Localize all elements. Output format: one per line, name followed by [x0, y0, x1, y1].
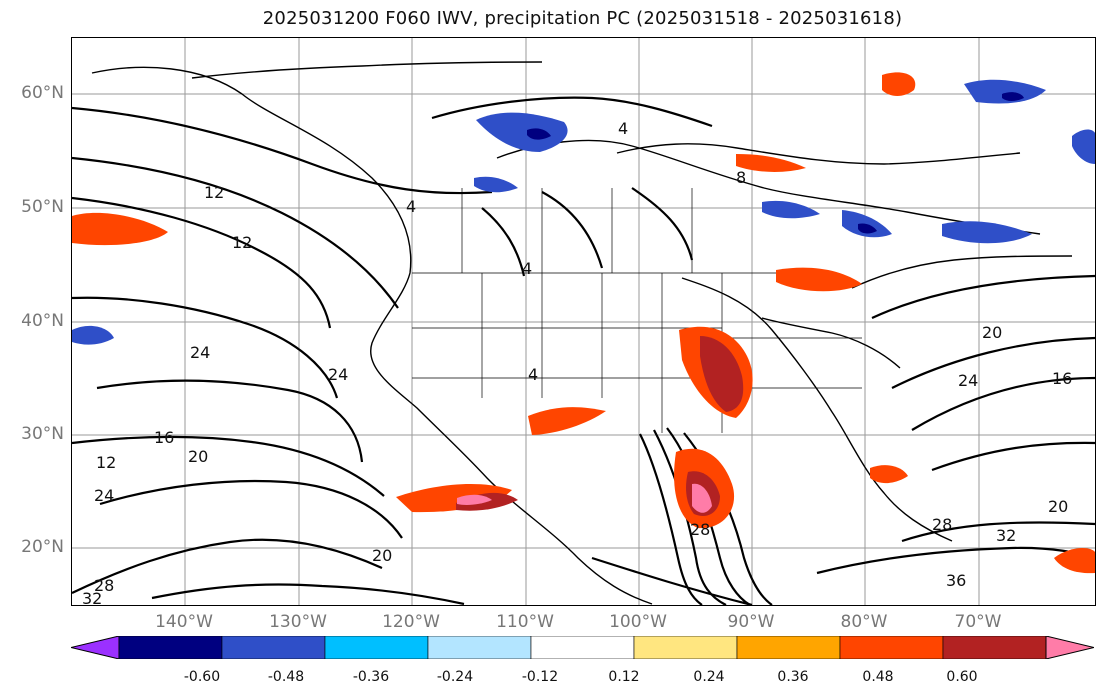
contour-value-label: 36 — [946, 571, 966, 590]
colorbar-tick-label: 0.36 — [777, 669, 809, 685]
longitude-label-70w: 70°W — [954, 612, 1002, 632]
contour-value-label: 4 — [618, 119, 628, 138]
map-title: 2025031200 F060 IWV, precipitation PC (2… — [262, 8, 903, 29]
contour-value-label: 24 — [328, 365, 348, 384]
colorbar-segment — [324, 635, 429, 660]
contour-value-label: 12 — [204, 183, 224, 202]
colorbar-tick-label: -0.60 — [183, 669, 221, 685]
iwv-contours — [72, 96, 1095, 605]
latitude-label-30n: 30°N — [21, 424, 64, 444]
contour-value-label: 4 — [522, 259, 532, 278]
longitude-label-130w: 130°W — [269, 612, 327, 632]
contour-value-label: 20 — [372, 546, 392, 565]
precip-positive-fill — [72, 72, 1095, 574]
colorbar-tick-label: -0.48 — [267, 669, 305, 685]
contour-value-label: 4 — [406, 197, 416, 216]
colorbar-tick-label: -0.24 — [436, 669, 474, 685]
contour-value-label: 28 — [94, 576, 114, 595]
coastline-paths — [91, 61, 1073, 605]
contour-value-label: 32 — [82, 589, 102, 605]
colorbar-segment — [633, 635, 738, 660]
colorbar — [70, 635, 1095, 660]
contour-value-label: 16 — [1052, 369, 1072, 388]
colorbar-segment — [221, 635, 326, 660]
contour-value-label: 20 — [1048, 497, 1068, 516]
contour-value-label: 24 — [958, 371, 978, 390]
latitude-label-20n: 20°N — [21, 537, 64, 557]
colorbar-right-arrow — [1045, 635, 1095, 660]
contour-value-label: 16 — [154, 428, 174, 447]
contour-value-label: 28 — [690, 520, 710, 539]
contour-value-label: 28 — [932, 515, 952, 534]
colorbar-segment — [118, 635, 223, 660]
longitude-label-100w: 100°W — [609, 612, 667, 632]
colorbar-tick-label: -0.12 — [521, 669, 559, 685]
colorbar-left-arrow — [70, 635, 120, 660]
contour-value-label: 12 — [232, 233, 252, 252]
colorbar-tick-label: 0.48 — [862, 669, 894, 685]
longitude-label-90w: 90°W — [727, 612, 775, 632]
colorbar-segment — [736, 635, 841, 660]
latitude-label-60n: 60°N — [21, 83, 64, 103]
latitude-label-50n: 50°N — [21, 197, 64, 217]
contour-value-label: 20 — [982, 323, 1002, 342]
colorbar-segment — [942, 635, 1047, 660]
longitude-label-120w: 120°W — [382, 612, 440, 632]
map-panel: 12 12 24 24 16 12 20 24 20 28 32 4 4 4 4 8 20 24 16 20 28 32 3… — [71, 37, 1096, 606]
precip-negative-fill — [72, 79, 1095, 345]
contour-value-label: 8 — [736, 168, 746, 187]
state-border-lines — [412, 188, 862, 433]
colorbar-segment — [530, 635, 635, 660]
colorbar-svg — [70, 635, 1095, 660]
colorbar-tick-label: 0.12 — [608, 669, 640, 685]
contour-value-label: 24 — [94, 486, 114, 505]
colorbar-tick-label: 0.24 — [693, 669, 725, 685]
contour-value-label: 24 — [190, 343, 210, 362]
colorbar-tick-label: 0.60 — [946, 669, 978, 685]
latitude-label-40n: 40°N — [21, 311, 64, 331]
contour-value-label: 32 — [996, 526, 1016, 545]
contour-value-label: 20 — [188, 447, 208, 466]
longitude-label-80w: 80°W — [840, 612, 888, 632]
contour-value-label: 4 — [528, 365, 538, 384]
contour-value-label: 12 — [96, 453, 116, 472]
longitude-label-110w: 110°W — [496, 612, 554, 632]
longitude-label-140w: 140°W — [155, 612, 213, 632]
colorbar-segment — [839, 635, 944, 660]
colorbar-tick-label: -0.36 — [352, 669, 390, 685]
colorbar-segment — [427, 635, 532, 660]
